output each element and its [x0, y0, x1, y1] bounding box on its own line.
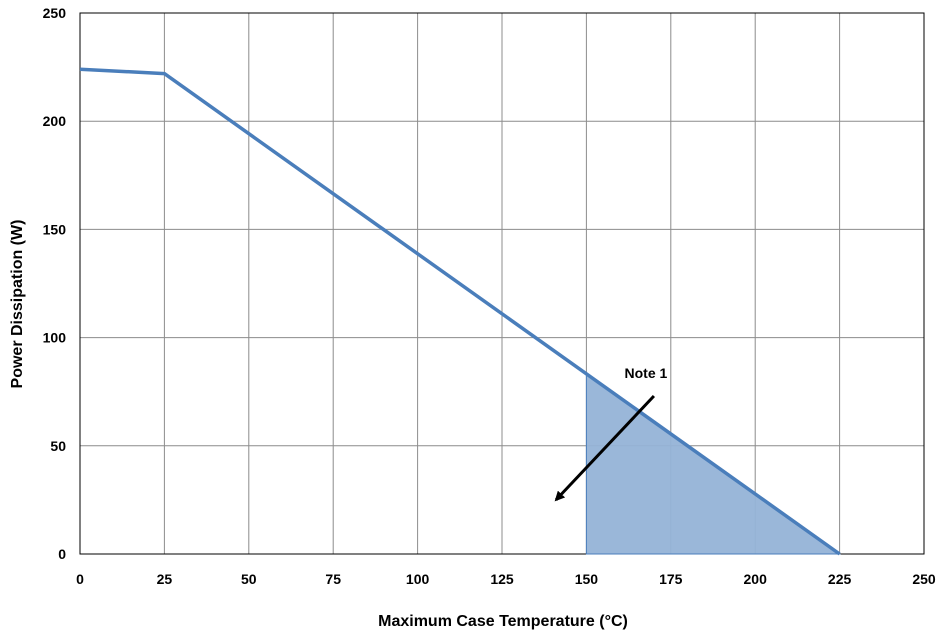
annotation-arrow: [554, 394, 656, 502]
x-tick-label: 0: [76, 571, 84, 587]
x-tick-label: 25: [157, 571, 173, 587]
series-line: [79, 67, 841, 556]
x-tick-label: 225: [828, 571, 852, 587]
x-tick-label: 50: [241, 571, 257, 587]
x-tick-label: 75: [325, 571, 341, 587]
plot-frame: [79, 12, 925, 555]
y-tick-label: 100: [43, 330, 67, 346]
y-tick-label: 50: [50, 438, 66, 454]
x-tick-label: 125: [490, 571, 514, 587]
x-axis-title: Maximum Case Temperature (°C): [378, 613, 628, 630]
x-tick-label: 150: [575, 571, 599, 587]
plot-border: [79, 12, 925, 555]
annotation-label: Note 1: [625, 365, 668, 381]
y-tick-labels: 0 50 100 150 200 250: [43, 5, 67, 562]
y-tick-label: 150: [43, 221, 67, 237]
x-tick-labels: 0 25 50 75 100 125 150 175 200 225 250: [76, 571, 936, 587]
x-tick-label: 250: [912, 571, 936, 587]
y-axis-title: Power Dissipation (W): [9, 220, 26, 389]
series-layer: [79, 67, 841, 556]
y-tick-label: 250: [43, 5, 67, 21]
x-tick-label: 200: [744, 571, 768, 587]
annotation-layer: Note 1: [554, 365, 668, 502]
x-tick-label: 100: [406, 571, 430, 587]
x-tick-label: 175: [659, 571, 683, 587]
grid-lines: [79, 12, 925, 555]
y-tick-label: 200: [43, 113, 67, 129]
y-tick-label: 0: [58, 546, 66, 562]
